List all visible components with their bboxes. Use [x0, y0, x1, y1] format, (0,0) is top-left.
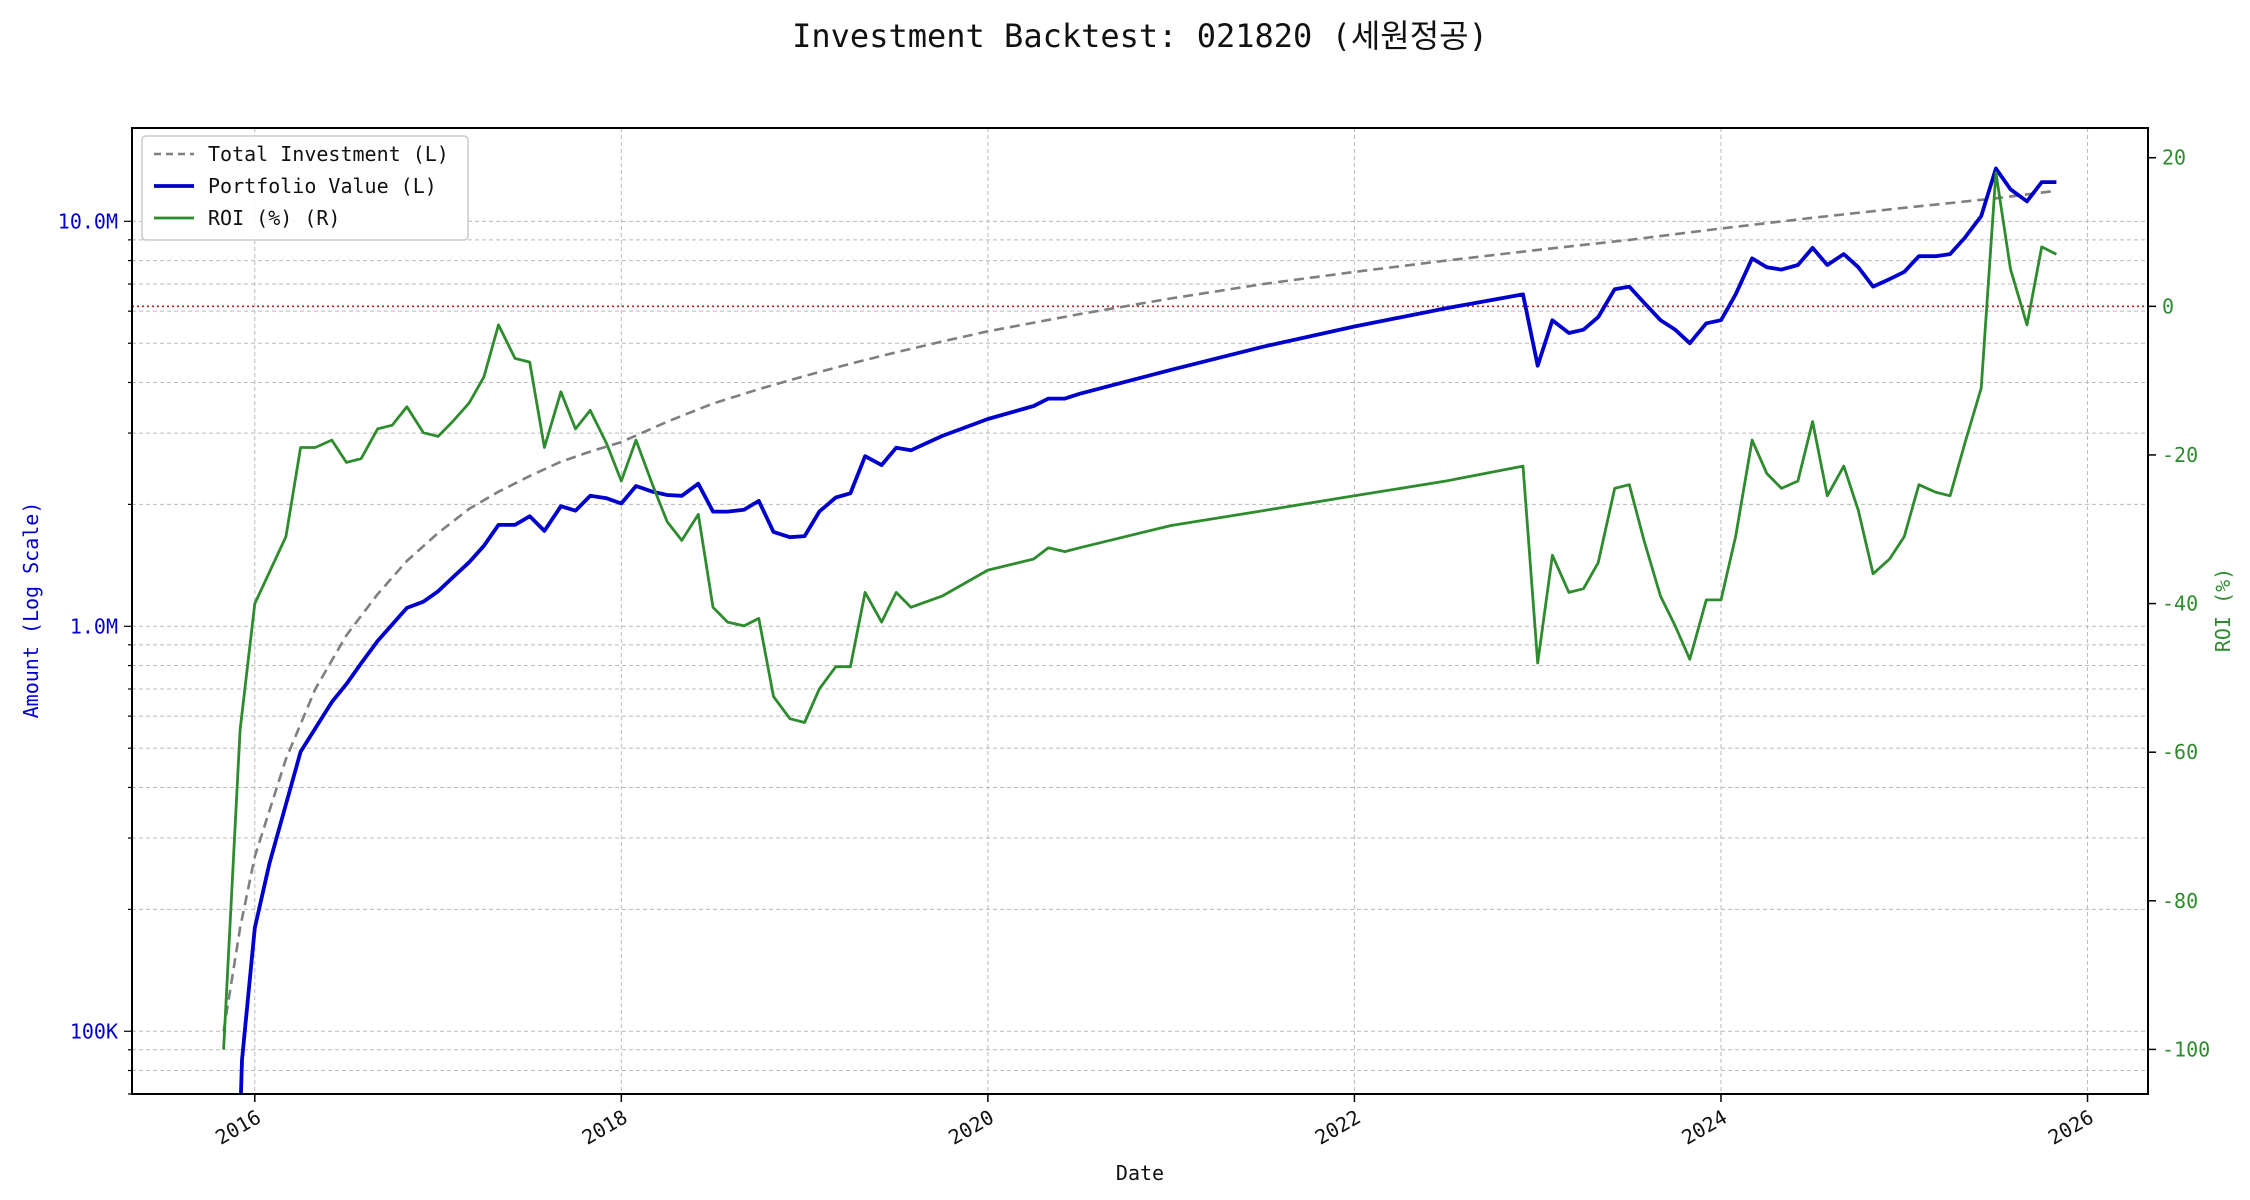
legend-box — [141, 135, 469, 241]
chart-title: Investment Backtest: 021820 (세원정공) — [792, 17, 1488, 55]
y-right-tick-label: -40 — [2162, 592, 2198, 616]
series-layer — [222, 166, 2058, 1094]
legend-entry-portfolio-value-label: Portfolio Value (L) — [208, 174, 437, 198]
y-right-tick-label: 20 — [2162, 146, 2186, 170]
y-right-tick-label: -20 — [2162, 443, 2198, 467]
grid-layer — [132, 128, 2148, 1095]
legend: Total Investment (L) Portfolio Value (L) R… — [141, 135, 469, 241]
y-right-axis-label: ROI (%) — [2211, 568, 2235, 652]
y-left-tick-label: 1.0M — [70, 614, 118, 638]
portfolio-value-line — [239, 166, 2057, 1094]
legend-entry-roi-label: ROI (%) (R) — [208, 206, 340, 230]
plot-frame — [131, 127, 2149, 1095]
y-left-tick-label: 10.0M — [58, 209, 118, 233]
total-investment-line — [222, 189, 2057, 1032]
x-axis-label: Date — [1116, 1161, 1164, 1185]
legend-entry-total-investment-label: Total Investment (L) — [208, 142, 449, 166]
y-right-tick-label: 0 — [2162, 294, 2174, 318]
y-right-tick-label: -60 — [2162, 740, 2198, 764]
y-right-tick-label: -100 — [2162, 1037, 2210, 1061]
y-right-tick-label: -80 — [2162, 889, 2198, 913]
y-left-axis-label: Amount (Log Scale) — [19, 502, 43, 719]
y-left-tick-label: 100K — [70, 1019, 118, 1043]
roi-line — [222, 171, 2058, 1050]
